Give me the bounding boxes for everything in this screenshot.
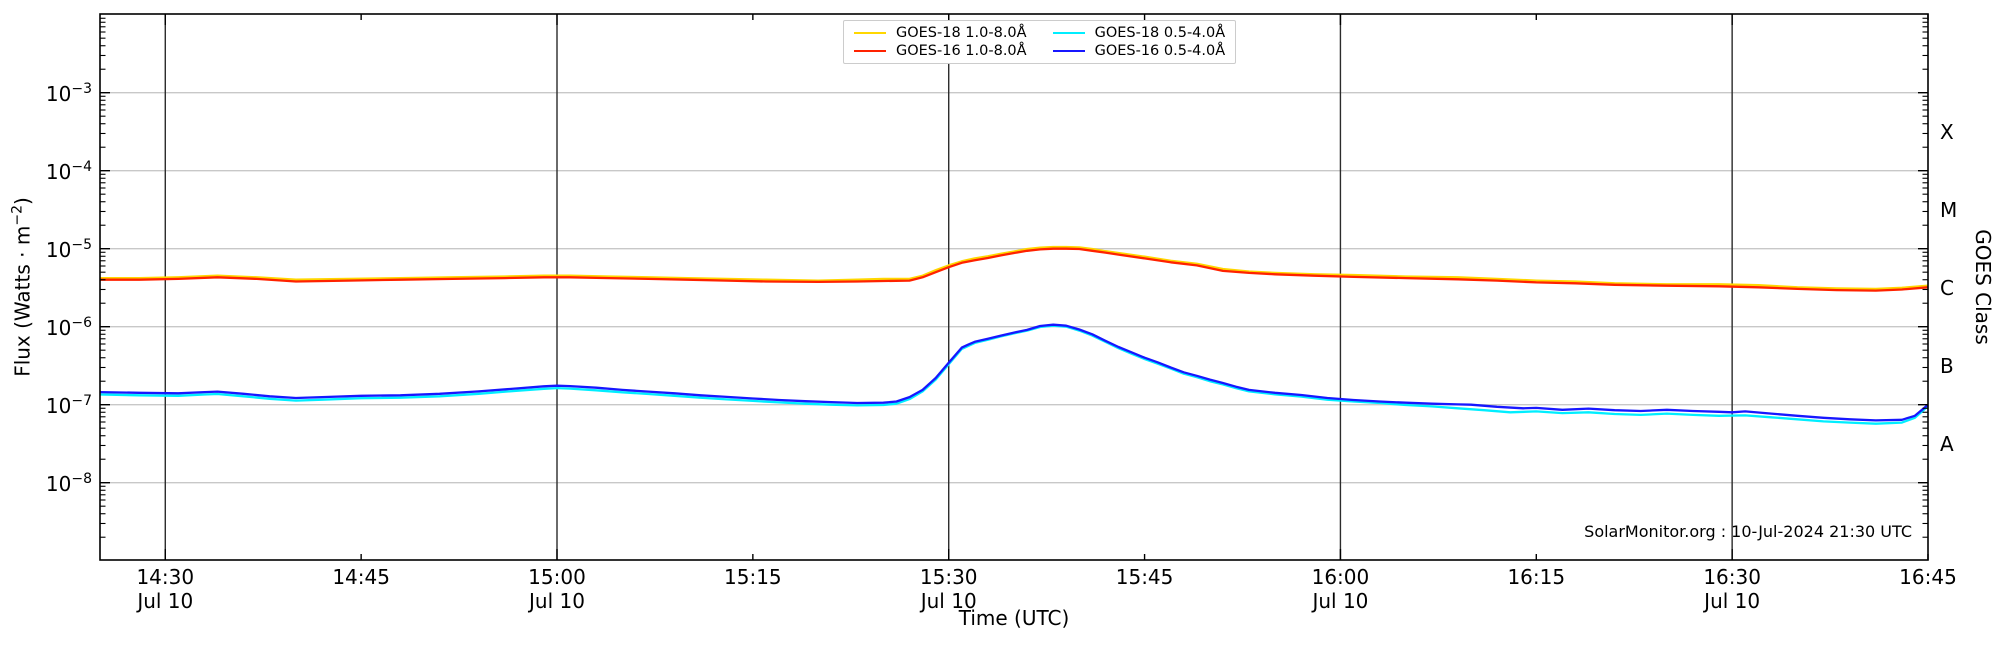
series-line-1 [100,247,1929,292]
series-line-2 [99,324,1929,425]
x-tick-label: 14:45 [332,565,390,589]
goes-class-label: X [1940,119,1954,144]
legend-item-goes18-short: GOES-18 0.5-4.0Å [1052,25,1226,41]
goes-class-label: M [1940,197,1958,222]
x-tick-label: 16:00 [1311,565,1370,589]
series-line-0 [100,245,1929,291]
series-line-3 [99,323,1929,422]
x-tick-label: 15:45 [1115,565,1174,589]
x-tick-label: 15:00 [528,565,586,589]
legend-swatch-goes16-short [1052,50,1085,52]
y-tick-label: 10−8 [45,470,92,496]
y-axis-title-left: Flux (Watts · m−2) [10,197,35,377]
x-axis-title: Time (UTC) [958,606,1070,630]
legend-swatch-goes18-short [1052,32,1085,34]
legend-item-goes16-short: GOES-16 0.5-4.0Å [1052,43,1226,59]
x-tick-label: 14:30 [136,565,195,589]
goes-class-label: B [1940,353,1954,378]
y-axis-title-left-text: Flux (Watts · m [10,225,35,377]
y-axis-title-left-close: ) [10,197,35,206]
credit-annotation: SolarMonitor.org : 10-Jul-2024 21:30 UTC [1584,522,1912,541]
goes-class-label: A [1940,431,1954,456]
x-tick-sublabel: Jul 10 [1312,589,1369,613]
x-tick-label: 15:30 [919,565,978,589]
legend-item-goes16-long: GOES-16 1.0-8.0Å [854,43,1027,59]
x-tick-sublabel: Jul 10 [529,589,585,613]
x-tick-label: 16:15 [1507,565,1566,589]
x-tick-label: 16:45 [1899,565,1957,589]
legend-swatch-goes16-long [854,50,886,52]
x-tick-sublabel: Jul 10 [1704,589,1761,613]
x-tick-sublabel: Jul 10 [137,589,194,613]
x-tick-label: 15:15 [724,565,782,589]
plot-border [99,13,1929,561]
goes-class-label: C [1940,275,1954,300]
y-tick-label: 10−3 [45,80,92,106]
y-tick-label: 10−5 [45,236,92,262]
legend-item-goes18-long: GOES-18 1.0-8.0Å [854,25,1027,41]
legend-label-goes16-short: GOES-16 0.5-4.0Å [1094,43,1226,59]
x-tick-sublabel: Jul 10 [920,589,977,613]
legend-label-goes18-long: GOES-18 1.0-8.0Å [896,25,1027,41]
legend: GOES-18 1.0-8.0Å GOES-16 1.0-8.0Å GOES-1… [843,20,1237,64]
y-tick-label: 10−6 [45,314,92,340]
x-tick-label: 16:30 [1703,565,1761,589]
y-tick-label: 10−4 [45,158,92,184]
legend-label-goes18-short: GOES-18 0.5-4.0Å [1094,25,1226,41]
legend-swatch-goes18-long [854,32,886,34]
y-tick-label: 10−7 [45,392,92,418]
legend-label-goes16-long: GOES-16 1.0-8.0Å [896,43,1027,59]
y-axis-title-left-exponent: −2 [9,205,26,226]
y-axis-title-right: GOES Class [1971,229,1995,345]
